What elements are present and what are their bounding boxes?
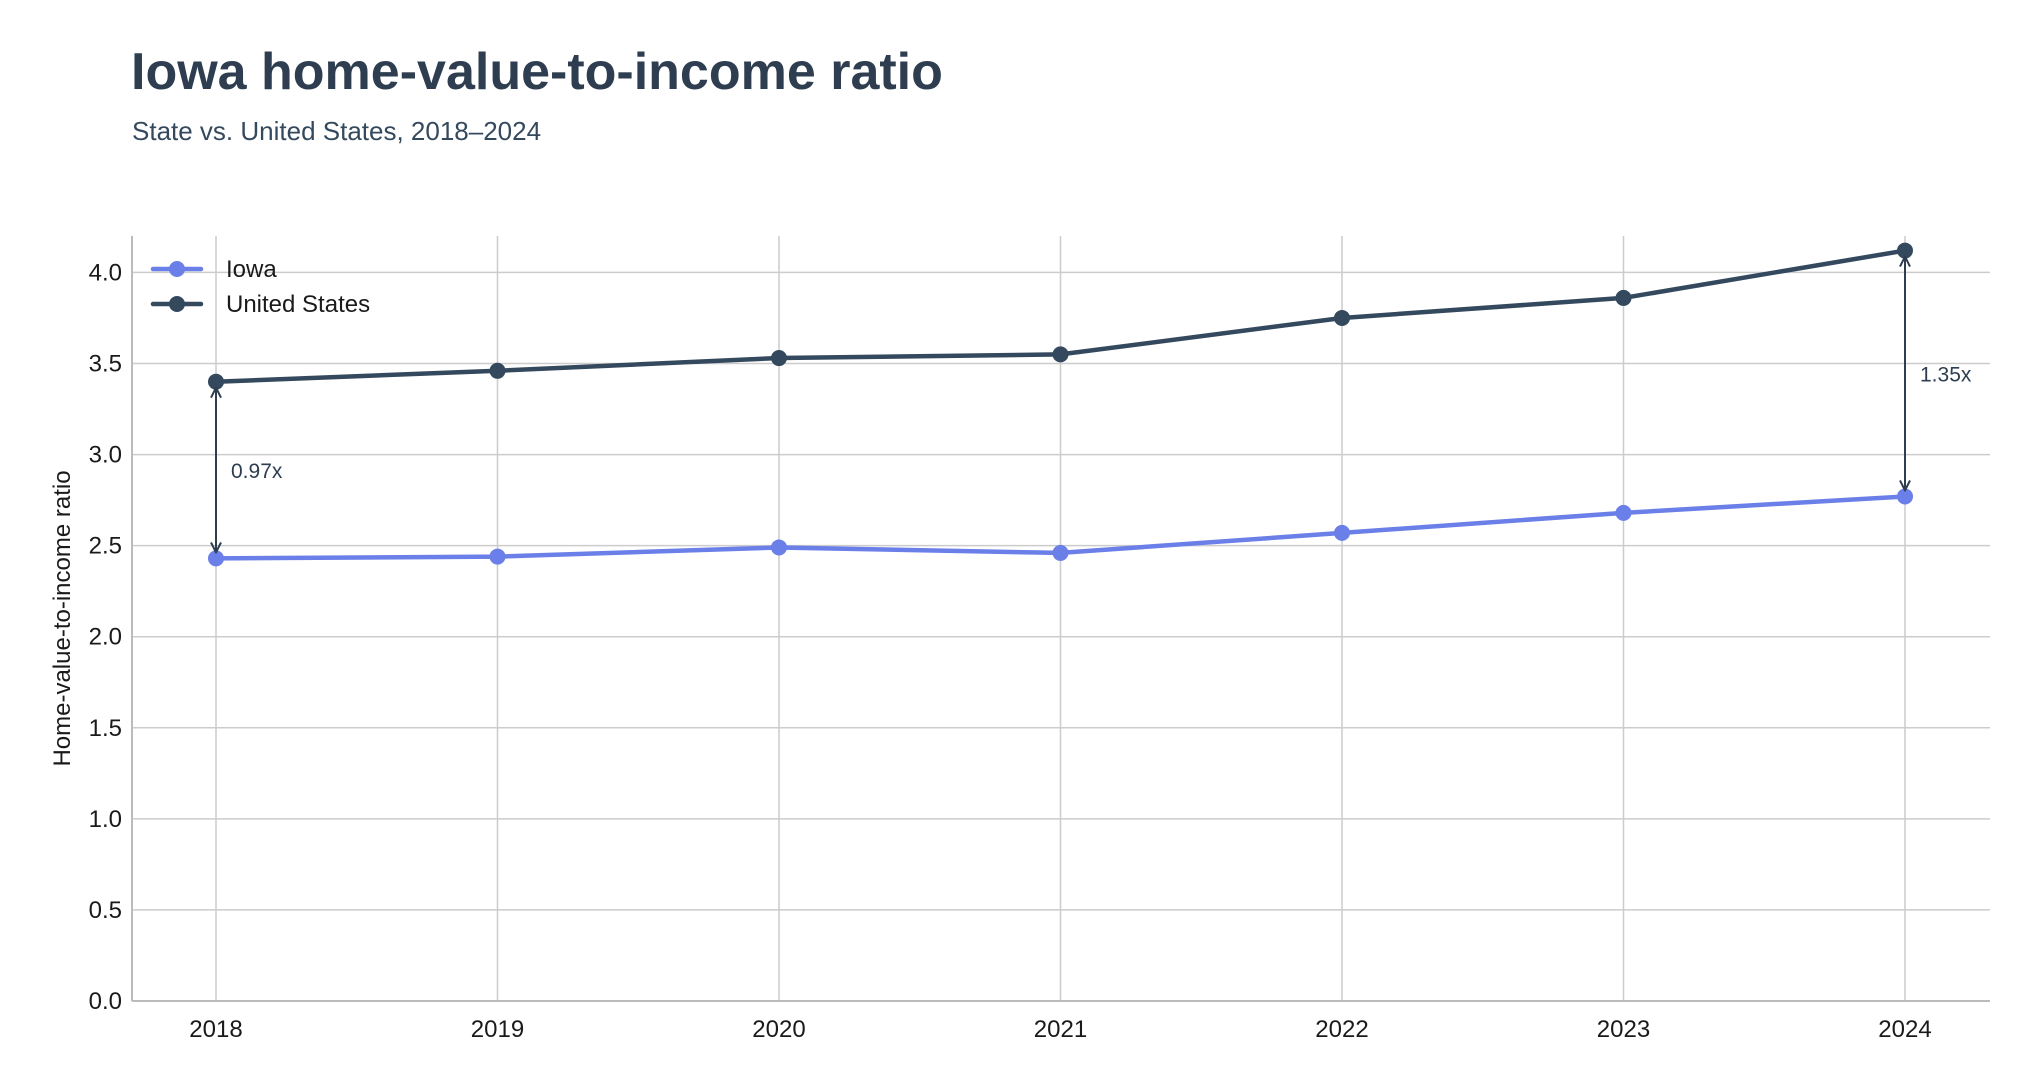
x-tick-label-2022: 2022 — [1315, 1016, 1368, 1043]
data-point-united-states-2024 — [1897, 242, 1913, 259]
chart-title: Iowa home-value-to-income ratio — [131, 43, 943, 101]
y-tick-label-0-5: 0.5 — [89, 897, 122, 924]
y-tick-label-1-0: 1.0 — [89, 806, 122, 833]
data-point-united-states-2020 — [771, 350, 787, 367]
data-point-iowa-2020 — [771, 539, 787, 556]
data-point-iowa-2021 — [1052, 544, 1069, 561]
legend-marker-iowa — [169, 261, 185, 277]
data-point-iowa-2023 — [1615, 504, 1632, 521]
legend-label-united-states: United States — [226, 291, 370, 318]
ratio-label-2018: 0.97x — [231, 460, 283, 483]
x-tick-label-2023: 2023 — [1597, 1016, 1650, 1043]
x-tick-label-2021: 2021 — [1034, 1016, 1087, 1043]
ratio-label-2024: 1.35x — [1920, 364, 1972, 387]
y-tick-label-3-5: 3.5 — [89, 351, 122, 378]
y-tick-label-4-0: 4.0 — [89, 259, 122, 286]
data-point-united-states-2022 — [1334, 309, 1350, 326]
data-point-united-states-2021 — [1052, 346, 1069, 363]
data-point-united-states-2023 — [1615, 289, 1632, 306]
chart-subtitle: State vs. United States, 2018–2024 — [132, 116, 542, 146]
y-tick-label-1-5: 1.5 — [89, 715, 122, 742]
y-axis-label: Home-value-to-income ratio — [49, 470, 76, 766]
y-tick-label-2-0: 2.0 — [89, 624, 122, 651]
data-point-united-states-2018 — [208, 373, 224, 390]
x-tick-label-2024: 2024 — [1878, 1016, 1931, 1043]
x-tick-label-2019: 2019 — [471, 1016, 524, 1043]
y-tick-label-3-0: 3.0 — [89, 442, 122, 469]
legend-label-iowa: Iowa — [226, 256, 277, 283]
legend-marker-united-states — [169, 296, 185, 312]
y-tick-label-2-5: 2.5 — [89, 533, 122, 560]
x-tick-label-2018: 2018 — [189, 1016, 242, 1043]
x-tick-label-2020: 2020 — [752, 1016, 805, 1043]
data-point-iowa-2022 — [1334, 524, 1350, 541]
data-point-iowa-2018 — [208, 550, 224, 567]
data-point-iowa-2019 — [489, 548, 506, 565]
data-point-united-states-2019 — [489, 362, 506, 379]
data-point-iowa-2024 — [1897, 488, 1913, 505]
y-tick-label-0-0: 0.0 — [89, 988, 122, 1015]
